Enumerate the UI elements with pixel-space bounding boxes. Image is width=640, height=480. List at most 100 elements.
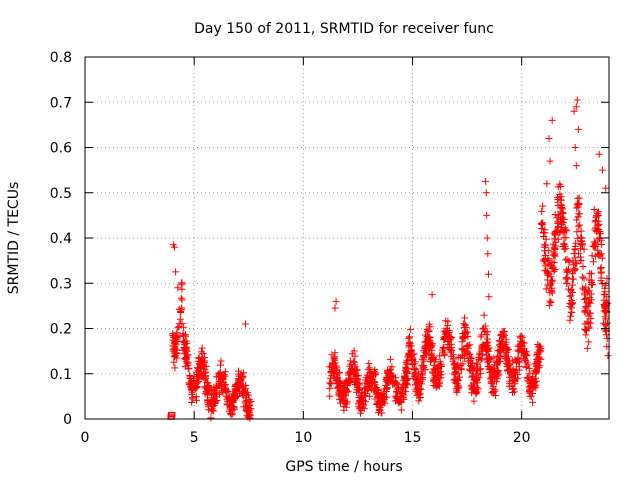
- data-point: [335, 390, 343, 398]
- data-point: [221, 386, 229, 394]
- data-point: [503, 363, 511, 371]
- data-point: [483, 358, 491, 366]
- data-point: [326, 392, 334, 400]
- data-point: [497, 348, 505, 356]
- data-point: [338, 394, 346, 402]
- data-point: [529, 398, 537, 406]
- data-point: [331, 359, 339, 367]
- data-point: [485, 354, 493, 361]
- data-point: [413, 387, 420, 395]
- data-point: [440, 344, 448, 352]
- x-tick-label: 0: [81, 430, 90, 446]
- data-point: [573, 96, 581, 104]
- data-point: [404, 365, 412, 373]
- data-point: [577, 257, 585, 265]
- data-point: [328, 364, 336, 371]
- data-point: [334, 380, 342, 387]
- data-point: [569, 275, 577, 283]
- data-point: [538, 207, 546, 215]
- data-point: [525, 383, 533, 391]
- data-point: [518, 339, 526, 347]
- data-point: [200, 357, 208, 365]
- data-point: [380, 389, 388, 397]
- data-point: [435, 374, 443, 382]
- data-point: [493, 359, 501, 366]
- data-point: [487, 379, 495, 387]
- data-point: [573, 216, 581, 224]
- data-point: [511, 388, 519, 396]
- data-point: [229, 396, 236, 404]
- data-point: [522, 364, 530, 372]
- data-point: [581, 291, 589, 299]
- data-point: [177, 294, 185, 302]
- data-point: [453, 377, 461, 385]
- data-point: [577, 233, 585, 241]
- y-tick-label: 0.6: [50, 141, 72, 157]
- data-point: [547, 273, 555, 281]
- data-point: [537, 220, 545, 228]
- data-point: [177, 309, 185, 316]
- data-point: [461, 314, 469, 322]
- data-point: [505, 382, 513, 390]
- data-point: [378, 400, 386, 408]
- data-point: [453, 363, 461, 371]
- data-point: [523, 374, 531, 382]
- data-point: [433, 364, 441, 372]
- data-point: [509, 370, 517, 377]
- data-point: [411, 358, 419, 366]
- data-point: [484, 250, 492, 258]
- data-point: [355, 394, 363, 401]
- data-point: [207, 414, 215, 422]
- data-point: [502, 359, 510, 367]
- data-point: [575, 194, 583, 202]
- data-point: [331, 304, 339, 312]
- data-point: [583, 344, 591, 352]
- data-point: [501, 354, 509, 362]
- data-point: [356, 404, 364, 412]
- data-point: [175, 305, 183, 313]
- data-point: [485, 270, 492, 278]
- data-point: [331, 349, 339, 357]
- data-point: [541, 243, 549, 251]
- y-tick-label: 0.4: [50, 231, 72, 247]
- data-point: [458, 345, 466, 353]
- data-point: [459, 352, 466, 360]
- data-point: [595, 250, 603, 258]
- data-point: [383, 385, 390, 393]
- data-point: [225, 407, 233, 415]
- data-point: [415, 391, 423, 399]
- data-point: [206, 400, 214, 408]
- data-point: [478, 331, 485, 339]
- data-point: [386, 355, 394, 363]
- data-point: [173, 337, 181, 345]
- data-point: [178, 279, 186, 287]
- data-point: [336, 387, 344, 395]
- data-point: [562, 256, 570, 264]
- data-point: [217, 383, 225, 391]
- y-tick-label: 0.1: [50, 367, 72, 383]
- data-point: [570, 267, 578, 275]
- data-point: [453, 383, 461, 391]
- data-point: [432, 356, 440, 364]
- data-point: [176, 315, 184, 323]
- data-point: [210, 407, 218, 415]
- data-point: [491, 364, 499, 372]
- data-point: [574, 203, 582, 211]
- data-points: [167, 96, 612, 422]
- data-point: [483, 211, 491, 219]
- data-point: [513, 358, 521, 366]
- data-point: [578, 234, 586, 242]
- data-point: [517, 345, 525, 353]
- data-point: [476, 365, 484, 373]
- data-point: [526, 369, 534, 377]
- data-point: [573, 204, 581, 212]
- data-point: [458, 338, 466, 346]
- data-point: [590, 206, 598, 213]
- data-point: [545, 135, 553, 142]
- data-point: [373, 384, 381, 392]
- data-point: [450, 369, 458, 377]
- data-point: [449, 355, 457, 363]
- data-point: [398, 388, 406, 396]
- data-point: [575, 200, 583, 208]
